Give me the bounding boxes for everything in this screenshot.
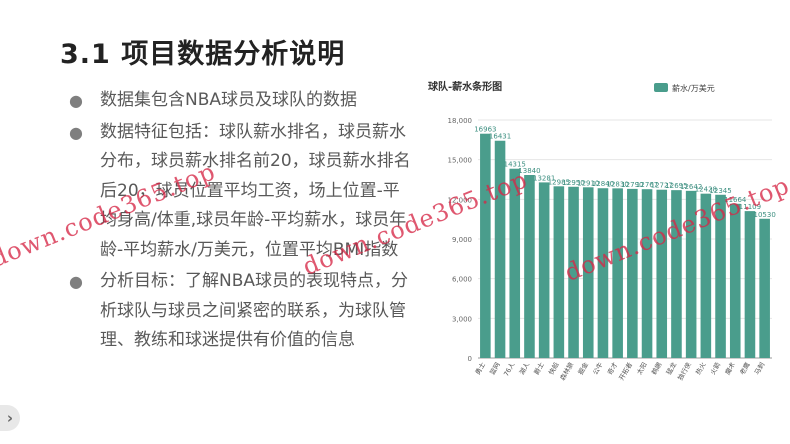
data-label: 10530 bbox=[754, 211, 776, 219]
data-label: 11664 bbox=[724, 196, 747, 204]
x-tick-label: 掘金 bbox=[576, 360, 591, 376]
chart-svg: 球队-薪水条形图 薪水/万美元 0 3,000 6,000 9,000 12,000 15,0… bbox=[428, 80, 776, 382]
bar bbox=[729, 203, 741, 358]
y-tick-label: 15,000 bbox=[448, 157, 473, 165]
y-tick-label: 0 bbox=[468, 355, 472, 363]
chart-title: 球队-薪水条形图 bbox=[428, 80, 502, 93]
bar bbox=[671, 190, 682, 358]
bullet-dot-icon: ● bbox=[69, 272, 83, 291]
data-label: 16963 bbox=[474, 126, 496, 134]
y-tick-label: 6,000 bbox=[452, 276, 472, 284]
data-label: 16431 bbox=[489, 133, 511, 141]
x-tick-label: 猛龙 bbox=[664, 360, 679, 376]
bullet-dot-icon: ● bbox=[69, 122, 83, 142]
x-tick-label: 奇才 bbox=[605, 360, 620, 376]
bullet-item: ● 数据集包含NBA球员及球队的数据 bbox=[66, 86, 416, 116]
bar bbox=[759, 218, 770, 358]
bar bbox=[524, 175, 535, 358]
data-label: 12910 bbox=[577, 179, 599, 187]
data-label: 12727 bbox=[651, 182, 673, 190]
data-label: 12695 bbox=[665, 182, 687, 190]
bullet-dot-icon: ● bbox=[69, 91, 83, 110]
bar bbox=[612, 188, 623, 358]
bar bbox=[715, 194, 726, 358]
x-tick-label: 魔术 bbox=[723, 360, 738, 376]
bar bbox=[538, 182, 550, 358]
bullet-item: ● 数据特征包括：球队薪水排名，球员薪水分布，球员薪水排名前20，球员薪水排名后… bbox=[66, 118, 416, 266]
bar bbox=[700, 193, 712, 358]
data-label: 11109 bbox=[739, 203, 761, 211]
x-tick-label: 爵士 bbox=[532, 360, 547, 376]
y-tick-label: 12,000 bbox=[448, 196, 473, 204]
bullet-text: 分析目标：了解NBA球员的表现特点，分析球队与球员之间紧密的联系，为球队管理、教… bbox=[100, 271, 409, 350]
data-label: 12790 bbox=[621, 181, 643, 189]
data-label: 12345 bbox=[709, 187, 731, 195]
data-label: 12950 bbox=[562, 179, 584, 187]
x-tick-label: 独行侠 bbox=[675, 360, 693, 382]
slide-title: 3.1 项目数据分析说明 bbox=[60, 39, 346, 70]
bar bbox=[568, 186, 579, 358]
data-label: 13840 bbox=[518, 167, 540, 175]
salary-bar-chart: 球队-薪水条形图 薪水/万美元 0 3,000 6,000 9,000 12,000 15,0… bbox=[422, 76, 782, 386]
y-tick-label: 9,000 bbox=[452, 236, 472, 244]
legend-swatch bbox=[654, 83, 668, 92]
chevron-right-icon: › bbox=[6, 409, 14, 427]
bullet-text: 数据特征包括：球队薪水排名，球员薪水分布，球员薪水排名前20，球员薪水排名后20… bbox=[100, 121, 411, 260]
bar bbox=[656, 189, 668, 358]
y-tick-label: 18,000 bbox=[448, 117, 473, 125]
bullet-list: ● 数据集包含NBA球员及球队的数据 ● 数据特征包括：球队薪水排名，球员薪水分… bbox=[66, 86, 416, 358]
data-label: 13281 bbox=[533, 174, 555, 182]
next-slide-button[interactable]: › bbox=[0, 405, 20, 431]
x-tick-label: 鹈鹕 bbox=[649, 360, 664, 376]
bar bbox=[627, 188, 638, 358]
x-tick-label: 开拓者 bbox=[617, 360, 635, 382]
x-tick-label: 热火 bbox=[693, 360, 708, 376]
x-tick-label: 篮网 bbox=[487, 361, 501, 377]
x-tick-label: 森林狼 bbox=[558, 360, 576, 382]
x-tick-label: 火箭 bbox=[708, 360, 723, 376]
bullet-text: 数据集包含NBA球员及球队的数据 bbox=[100, 90, 358, 110]
bar bbox=[480, 133, 491, 358]
x-tick-label: 老鹰 bbox=[737, 360, 752, 376]
data-label: 12840 bbox=[592, 180, 614, 188]
bullet-item: ● 分析目标：了解NBA球员的表现特点，分析球队与球员之间紧密的联系，为球队管理… bbox=[66, 267, 416, 356]
legend-label: 薪水/万美元 bbox=[672, 83, 715, 93]
x-tick-label: 湖人 bbox=[517, 360, 532, 376]
bar bbox=[494, 140, 506, 358]
bar bbox=[582, 187, 594, 358]
bar bbox=[597, 188, 609, 358]
x-tick-label: 公牛 bbox=[590, 360, 605, 376]
data-label: 14315 bbox=[504, 161, 526, 169]
data-label: 12767 bbox=[636, 181, 658, 189]
bar bbox=[744, 211, 756, 358]
data-label: 12985 bbox=[548, 178, 570, 186]
x-tick-label: 马刺 bbox=[753, 361, 766, 376]
x-tick-label: 太阳 bbox=[634, 361, 648, 377]
x-tick-label: 76人 bbox=[502, 361, 517, 378]
data-label: 12830 bbox=[607, 180, 629, 188]
bar bbox=[685, 190, 697, 358]
x-tick-label: 快船 bbox=[546, 360, 561, 376]
bar bbox=[641, 189, 653, 358]
y-tick-label: 3,000 bbox=[452, 315, 472, 323]
bar bbox=[553, 186, 565, 358]
x-tick-label: 勇士 bbox=[473, 360, 488, 376]
data-label: 12642 bbox=[680, 183, 702, 191]
data-label: 12428 bbox=[695, 186, 717, 194]
bar bbox=[509, 168, 521, 358]
